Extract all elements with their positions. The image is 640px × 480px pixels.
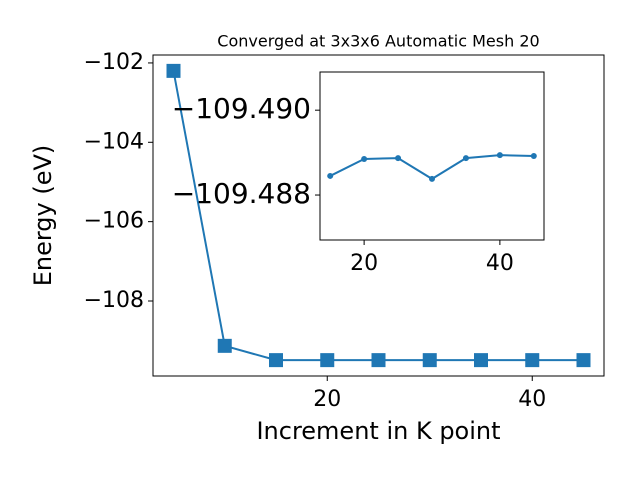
chart-title: Converged at 3x3x6 Automatic Mesh 20 [217, 32, 539, 51]
marker [496, 152, 503, 159]
y-tick-label: −109.488 [172, 177, 311, 210]
marker [462, 155, 469, 162]
axes-frame [319, 71, 545, 241]
x-tick-label: 40 [486, 251, 514, 276]
marker [371, 353, 386, 368]
x-axis-label: Increment in K point [256, 417, 500, 445]
marker [395, 155, 402, 162]
axes-frame [152, 54, 605, 377]
marker [474, 353, 488, 368]
marker [361, 155, 368, 162]
y-tick-label: −106 [84, 209, 144, 234]
marker [320, 353, 335, 368]
y-tick-label: −109.490 [172, 92, 311, 125]
y-tick-label: −104 [84, 129, 144, 154]
y-tick-label: −108 [84, 288, 144, 313]
marker [269, 353, 283, 368]
marker [217, 338, 232, 353]
marker [327, 172, 334, 179]
x-tick-label: 20 [350, 251, 378, 276]
marker [429, 175, 435, 182]
x-tick-label: 40 [518, 387, 546, 412]
marker [530, 153, 537, 159]
marker [422, 353, 437, 368]
y-axis-label: Energy (eV) [29, 145, 57, 287]
marker [525, 353, 540, 368]
marker [166, 63, 181, 78]
y-tick-label: −102 [84, 50, 144, 75]
marker [576, 353, 591, 368]
x-tick-label: 20 [313, 387, 341, 412]
